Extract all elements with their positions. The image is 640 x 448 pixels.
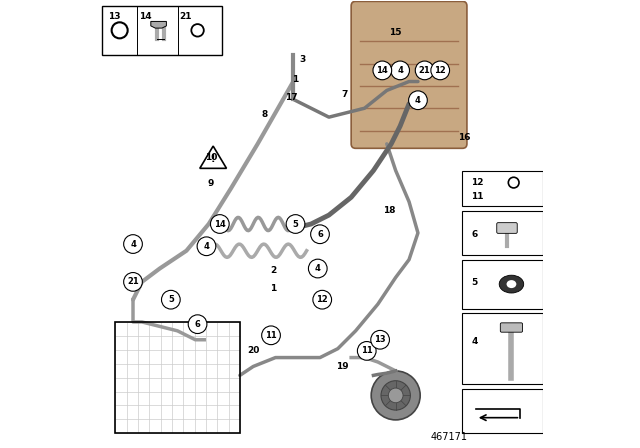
Bar bbox=[102, 6, 222, 55]
Text: 5: 5 bbox=[472, 278, 477, 287]
Bar bbox=[463, 260, 543, 309]
FancyBboxPatch shape bbox=[497, 223, 517, 233]
Text: 16: 16 bbox=[458, 133, 471, 142]
Circle shape bbox=[371, 331, 390, 349]
FancyBboxPatch shape bbox=[500, 323, 523, 332]
Circle shape bbox=[124, 272, 142, 291]
Text: 12: 12 bbox=[472, 178, 484, 187]
Text: 18: 18 bbox=[383, 206, 396, 215]
Text: 4: 4 bbox=[415, 96, 421, 105]
Text: 12: 12 bbox=[316, 295, 328, 304]
Circle shape bbox=[511, 180, 516, 186]
Text: 5: 5 bbox=[168, 295, 174, 304]
Text: 4: 4 bbox=[204, 242, 209, 251]
Text: 13: 13 bbox=[374, 335, 386, 344]
FancyBboxPatch shape bbox=[351, 1, 467, 148]
Text: 5: 5 bbox=[292, 220, 298, 228]
Text: 21: 21 bbox=[179, 13, 191, 22]
Text: 12: 12 bbox=[435, 66, 446, 75]
Bar bbox=[463, 171, 543, 206]
Text: 4: 4 bbox=[397, 66, 403, 75]
Text: 6: 6 bbox=[195, 320, 200, 329]
Text: 467171: 467171 bbox=[431, 432, 468, 442]
Text: 2: 2 bbox=[270, 266, 276, 275]
Circle shape bbox=[508, 177, 519, 188]
Text: 14: 14 bbox=[376, 66, 388, 75]
Text: 4: 4 bbox=[130, 240, 136, 249]
Text: 3: 3 bbox=[299, 55, 305, 64]
Text: 11: 11 bbox=[265, 331, 277, 340]
Bar bbox=[463, 313, 543, 384]
Text: 19: 19 bbox=[336, 362, 349, 371]
Ellipse shape bbox=[506, 280, 516, 288]
Text: 11: 11 bbox=[472, 192, 484, 201]
Circle shape bbox=[388, 388, 403, 403]
Text: 21: 21 bbox=[419, 66, 431, 75]
Bar bbox=[463, 389, 543, 433]
Circle shape bbox=[194, 27, 201, 34]
Circle shape bbox=[357, 341, 376, 360]
Circle shape bbox=[313, 290, 332, 309]
Text: 10: 10 bbox=[205, 153, 217, 162]
Circle shape bbox=[308, 259, 327, 278]
Text: 20: 20 bbox=[247, 346, 259, 355]
Text: 6: 6 bbox=[317, 230, 323, 239]
Text: 4: 4 bbox=[472, 337, 477, 346]
Circle shape bbox=[408, 91, 428, 110]
Text: 7: 7 bbox=[341, 90, 348, 99]
Circle shape bbox=[415, 61, 434, 80]
Text: 9: 9 bbox=[208, 180, 214, 189]
Text: 17: 17 bbox=[285, 93, 298, 102]
Circle shape bbox=[211, 215, 229, 233]
Text: 8: 8 bbox=[261, 110, 268, 120]
Circle shape bbox=[115, 26, 124, 35]
Circle shape bbox=[188, 315, 207, 333]
Text: 14: 14 bbox=[214, 220, 226, 228]
Circle shape bbox=[124, 235, 142, 254]
Polygon shape bbox=[200, 146, 227, 168]
Ellipse shape bbox=[499, 275, 524, 293]
Circle shape bbox=[111, 22, 127, 39]
Bar bbox=[115, 322, 240, 433]
Circle shape bbox=[161, 290, 180, 309]
Text: 1: 1 bbox=[270, 284, 276, 293]
Bar bbox=[463, 211, 543, 255]
Circle shape bbox=[197, 237, 216, 256]
Circle shape bbox=[191, 24, 204, 37]
Text: 21: 21 bbox=[127, 277, 139, 286]
Text: 13: 13 bbox=[109, 13, 121, 22]
Circle shape bbox=[431, 61, 449, 80]
Circle shape bbox=[381, 381, 410, 410]
Text: 1: 1 bbox=[292, 75, 299, 84]
Text: 6: 6 bbox=[472, 230, 477, 239]
Circle shape bbox=[262, 326, 280, 345]
Circle shape bbox=[286, 215, 305, 233]
Circle shape bbox=[371, 371, 420, 420]
Text: !: ! bbox=[211, 155, 216, 164]
Polygon shape bbox=[151, 22, 166, 28]
Text: 4: 4 bbox=[315, 264, 321, 273]
Circle shape bbox=[373, 61, 392, 80]
Text: 14: 14 bbox=[139, 13, 152, 22]
Text: 11: 11 bbox=[361, 346, 372, 355]
Text: 15: 15 bbox=[389, 28, 402, 37]
Circle shape bbox=[391, 61, 410, 80]
Circle shape bbox=[310, 225, 330, 244]
